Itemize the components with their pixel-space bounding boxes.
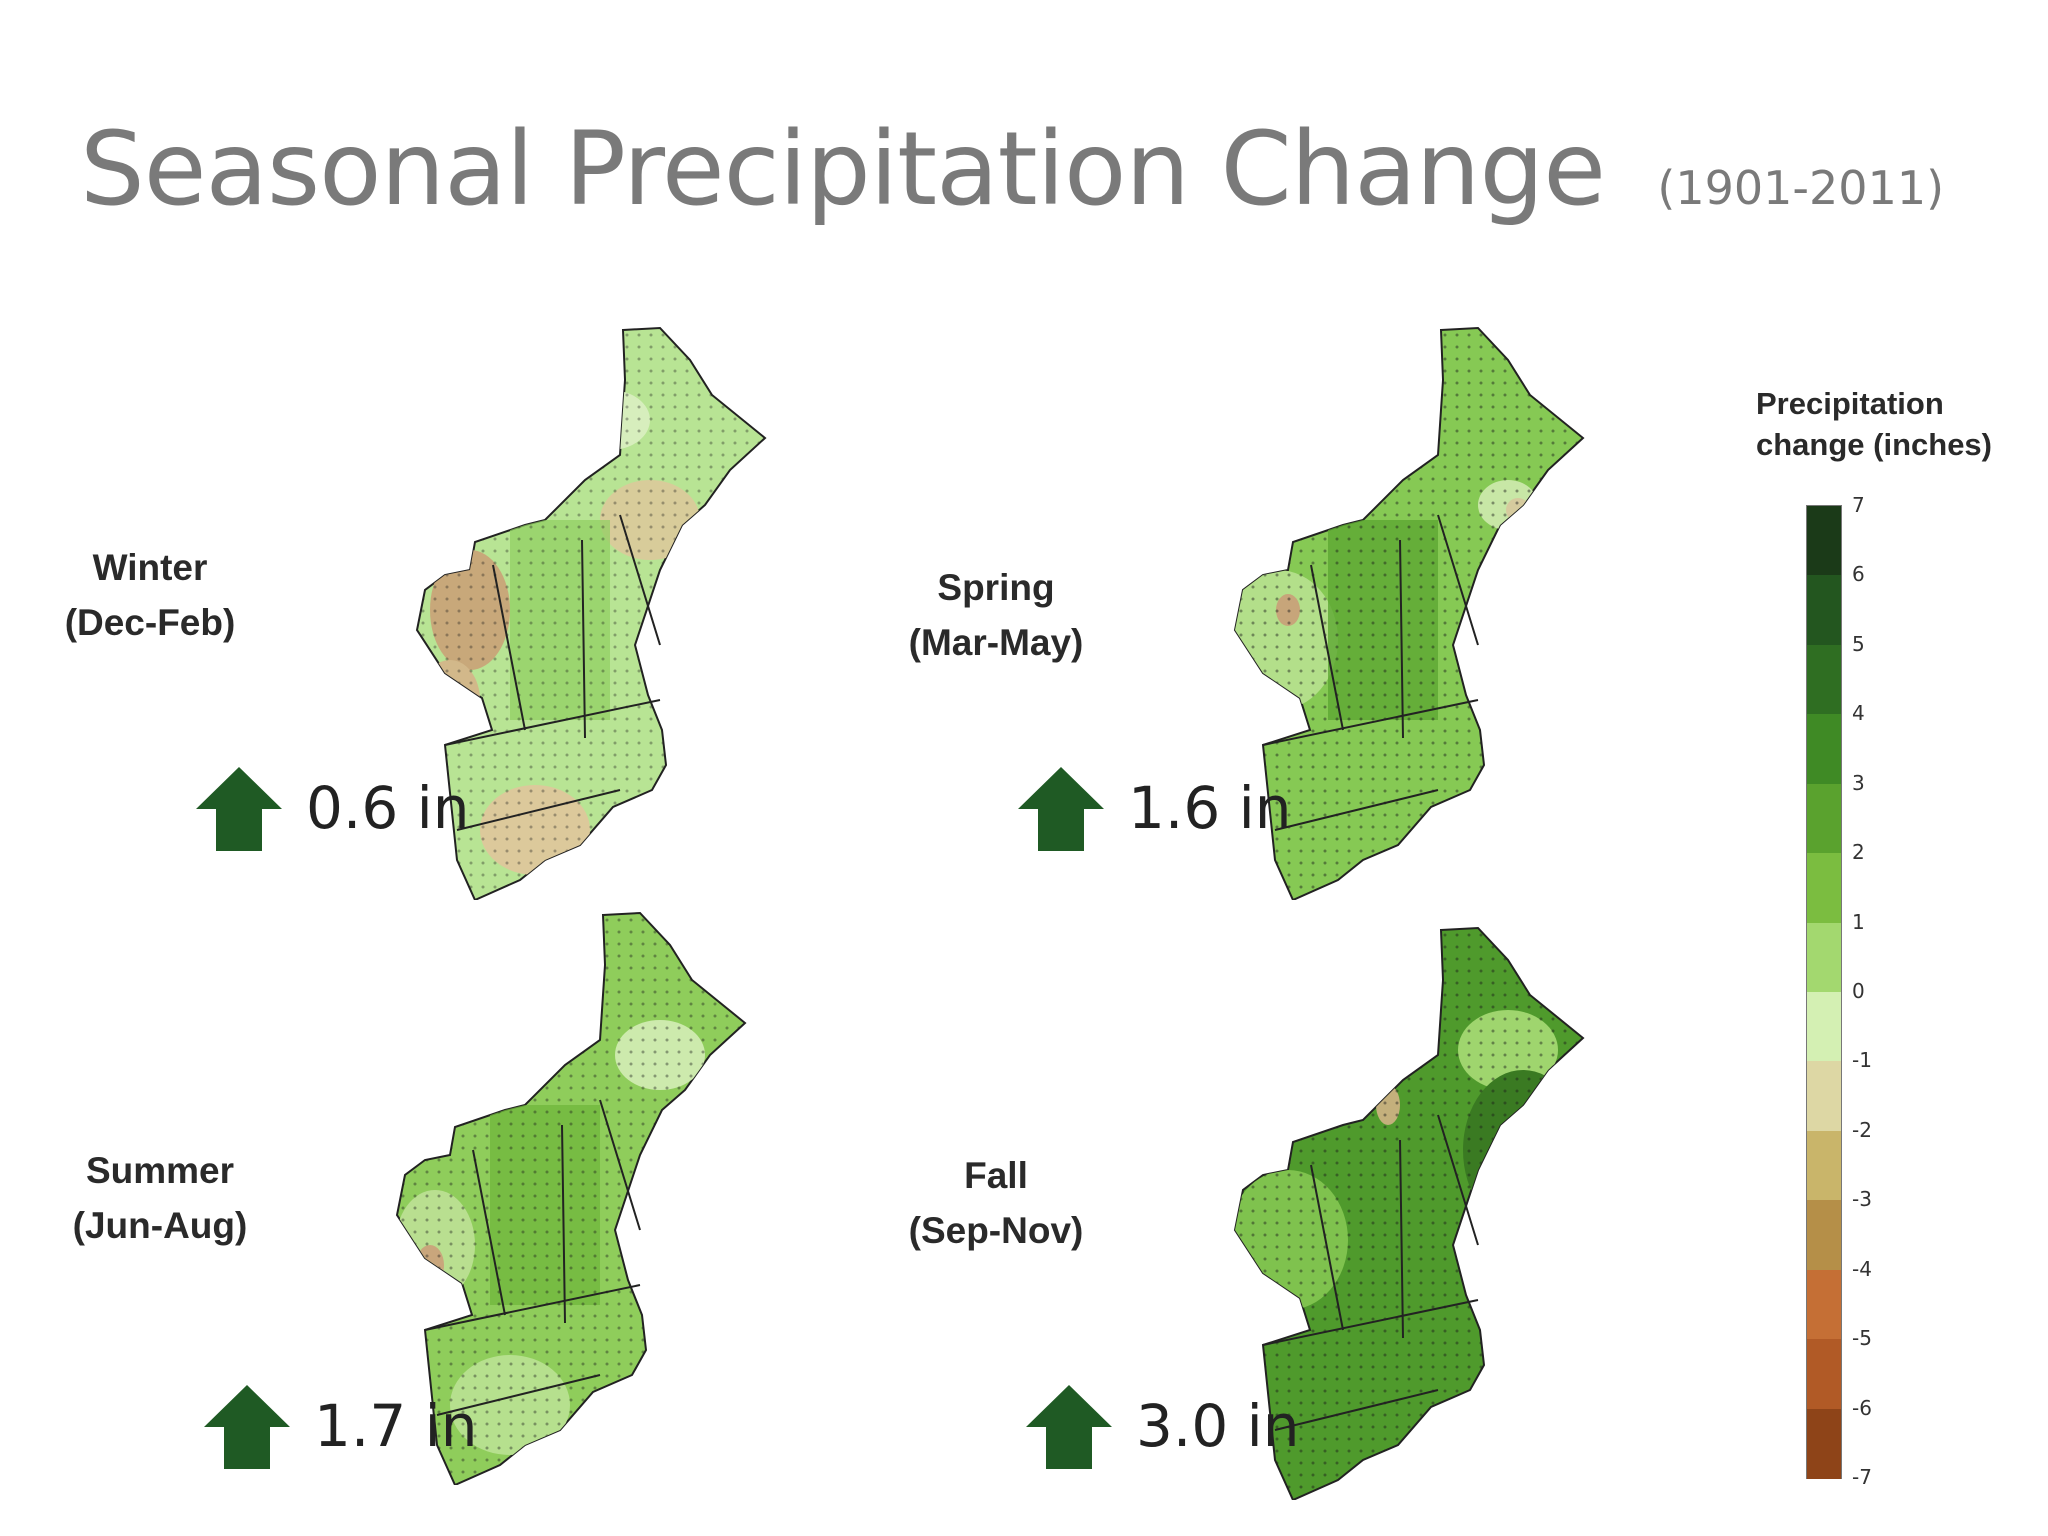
legend-tick-label: -7 (1852, 1465, 1872, 1489)
season-label-spring: Spring (Mar-May) (876, 560, 1116, 670)
legend-title-line1: Precipitation (1756, 386, 1944, 421)
legend-tick-label: -5 (1852, 1326, 1872, 1351)
legend-swatch (1807, 575, 1841, 646)
legend-title: Precipitation change (inches) (1756, 383, 1992, 465)
legend-tick-label: -1 (1852, 1048, 1872, 1073)
change-readout-spring: 1.6 in (1018, 765, 1292, 851)
up-arrow-icon (204, 1385, 290, 1469)
season-months: (Mar-May) (908, 622, 1084, 663)
legend-swatch (1807, 922, 1841, 993)
new-england-map-fall (1233, 926, 1585, 1500)
legend-tick-label: 2 (1852, 840, 1865, 865)
legend-tick-label: -3 (1852, 1187, 1872, 1212)
legend-title-line2: change (inches) (1756, 427, 1992, 462)
change-value: 3.0 in (1136, 1392, 1300, 1460)
title-row: Seasonal Precipitation Change (1901-2011… (80, 110, 1944, 229)
season-months: (Jun-Aug) (72, 1205, 248, 1246)
up-arrow-icon (196, 767, 282, 851)
legend-tick-label: 5 (1852, 631, 1865, 656)
new-england-map-summer (395, 911, 747, 1485)
change-readout-summer: 1.7 in (204, 1383, 478, 1469)
change-readout-winter: 0.6 in (196, 765, 470, 851)
legend-swatch (1807, 644, 1841, 715)
change-value: 0.6 in (306, 774, 470, 842)
up-arrow-icon (1018, 767, 1104, 851)
season-name: Fall (964, 1155, 1028, 1196)
change-readout-fall: 3.0 in (1026, 1383, 1300, 1469)
season-name: Spring (937, 567, 1055, 608)
season-months: (Dec-Feb) (64, 602, 236, 643)
legend-swatch (1807, 1061, 1841, 1132)
map-fall (1168, 920, 1688, 1500)
legend-swatch (1807, 1339, 1841, 1410)
legend-swatch (1807, 714, 1841, 785)
slide-title: Seasonal Precipitation Change (80, 110, 1606, 229)
map-summer (330, 905, 850, 1485)
season-name: Winter (92, 547, 208, 588)
legend-tick-label: 1 (1852, 909, 1865, 934)
season-name: Summer (85, 1150, 235, 1191)
legend-tick-label: 4 (1852, 701, 1865, 726)
change-value: 1.7 in (314, 1392, 478, 1460)
legend-swatch (1807, 1130, 1841, 1201)
new-england-map-spring (1233, 326, 1585, 900)
legend-tick-label: -2 (1852, 1117, 1872, 1142)
map-winter (350, 320, 870, 900)
legend-tick-label: 3 (1852, 770, 1865, 795)
legend-tick-label: -4 (1852, 1256, 1872, 1281)
legend-tick-label: 6 (1852, 562, 1865, 587)
legend-swatch (1807, 783, 1841, 854)
season-months: (Sep-Nov) (908, 1210, 1084, 1251)
slide-subtitle: (1901-2011) (1657, 161, 1945, 215)
legend-swatch (1807, 1408, 1841, 1479)
new-england-map-winter (415, 326, 767, 900)
map-spring (1168, 320, 1688, 900)
legend-swatch (1807, 1200, 1841, 1271)
season-label-summer: Summer (Jun-Aug) (40, 1143, 280, 1253)
season-label-fall: Fall (Sep-Nov) (876, 1148, 1116, 1258)
legend-swatch (1807, 992, 1841, 1062)
legend-swatch (1807, 853, 1841, 924)
season-label-winter: Winter (Dec-Feb) (30, 540, 270, 650)
legend-tick-label: 7 (1852, 493, 1865, 517)
up-arrow-icon (1026, 1385, 1112, 1469)
change-value: 1.6 in (1128, 774, 1292, 842)
legend-colorbar (1806, 505, 1842, 1479)
legend-tick-label: 0 (1852, 979, 1865, 1003)
legend-swatch (1807, 1269, 1841, 1340)
legend-tick-label: -6 (1852, 1395, 1872, 1420)
legend-swatch (1807, 506, 1841, 576)
